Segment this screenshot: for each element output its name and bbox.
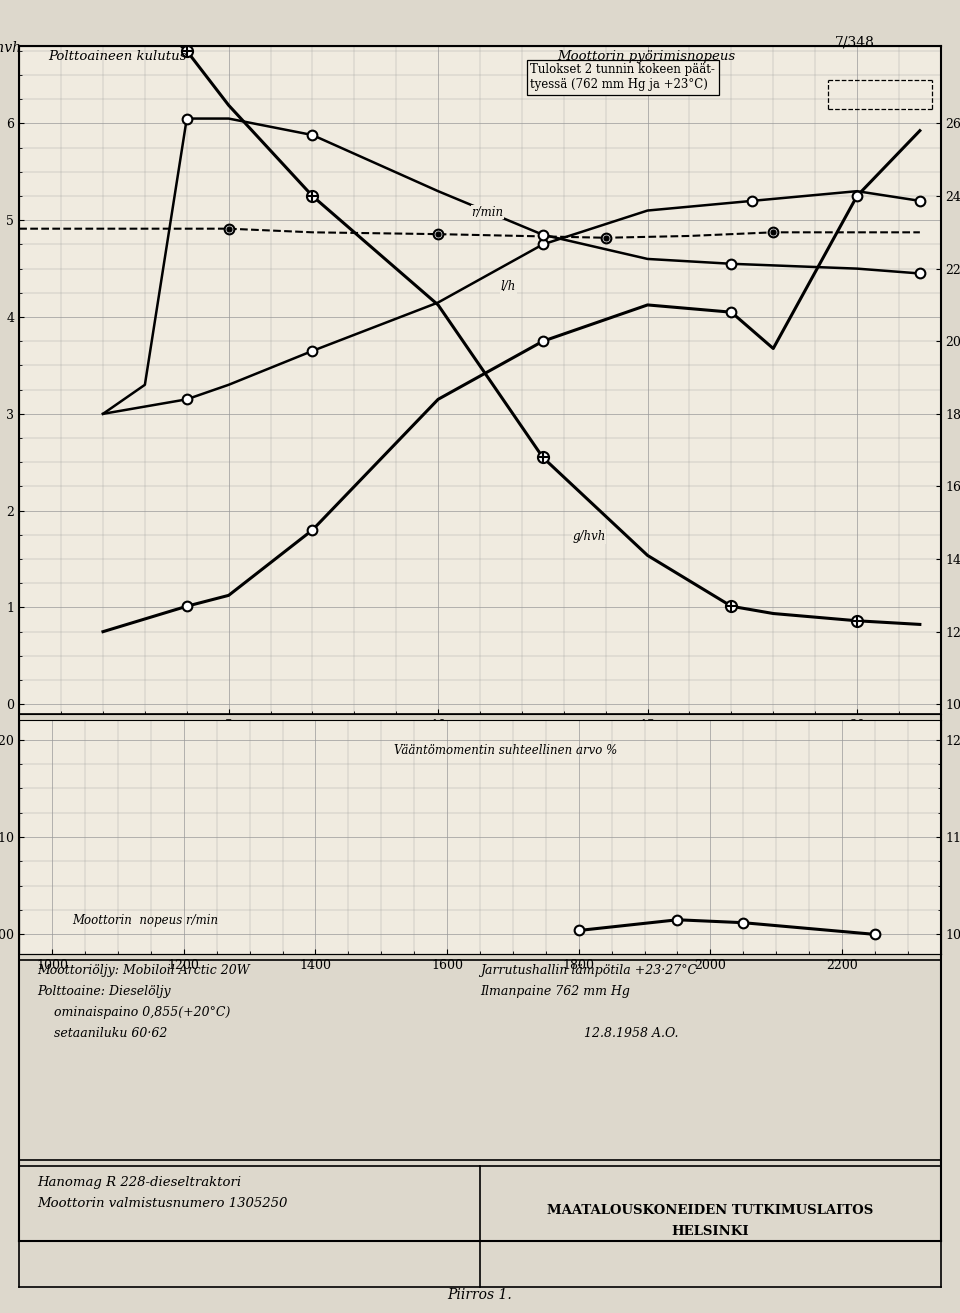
Text: MAATALOUSKONEIDEN TUTKIMUSLAITOS
HELSINKI: MAATALOUSKONEIDEN TUTKIMUSLAITOS HELSINK…	[547, 1204, 874, 1238]
Text: hv: hv	[878, 777, 894, 790]
Text: Polttoaineen kulutus: Polttoaineen kulutus	[48, 50, 186, 63]
Text: Vääntömomentin suhteellinen arvo %: Vääntömomentin suhteellinen arvo %	[395, 744, 617, 758]
Text: Tulokset 2 tunnin kokeen päät-
tyessä (762 mm Hg ja +23°C): Tulokset 2 tunnin kokeen päät- tyessä (7…	[530, 63, 715, 92]
Text: r/min: r/min	[471, 206, 504, 218]
Text: Hanomag R 228-dieseltraktori
Moottorin valmistusnumero 1305250: Hanomag R 228-dieseltraktori Moottorin v…	[37, 1176, 288, 1211]
Text: Moottorin  nopeus r/min: Moottorin nopeus r/min	[72, 914, 218, 927]
Text: l/h: l/h	[501, 280, 516, 293]
Text: Hihnan siirtämä teho: Hihnan siirtämä teho	[367, 777, 510, 790]
Text: g/hvh: g/hvh	[572, 530, 606, 544]
Text: Jarrutushallin lämpötila +23·27°C
Ilmanpaine 762 mm Hg

                        : Jarrutushallin lämpötila +23·27°C Ilmanp…	[480, 964, 697, 1040]
Text: 7/348: 7/348	[835, 35, 876, 50]
Text: Moottorin pyörimisnopeus: Moottorin pyörimisnopeus	[557, 50, 735, 63]
Text: Moottoriöljy: Mobiloil Arctic 20W
Polttoaine: Dieselöljy
    ominaispaino 0,855(: Moottoriöljy: Mobiloil Arctic 20W Poltto…	[37, 964, 251, 1040]
Text: g/hvh: g/hvh	[0, 41, 22, 55]
Text: Piirros 1.: Piirros 1.	[447, 1288, 513, 1302]
